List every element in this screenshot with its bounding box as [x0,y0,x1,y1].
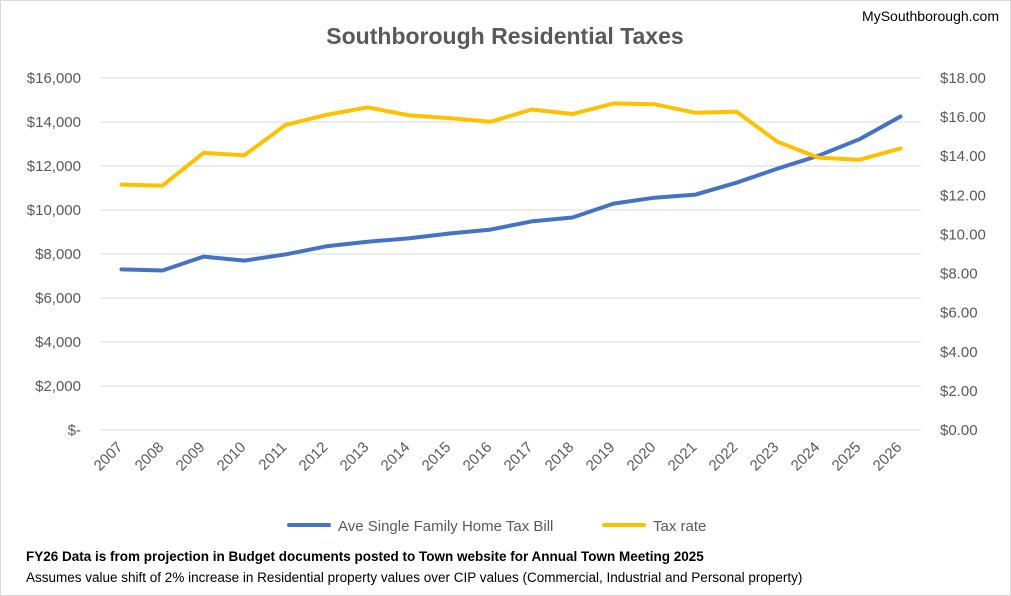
left-tick-label: $16,000 [27,70,81,87]
right-tick-label: $8.00 [940,266,978,283]
x-tick-label: 2024 [788,439,824,475]
x-tick-label: 2018 [542,439,578,475]
right-tick-label: $14.00 [940,148,986,165]
left-axis: $- $2,000 $4,000 $6,000 $8,000 $10,000 $12,000… [27,70,81,439]
x-tick-label: 2021 [665,439,701,475]
x-tick-label: 2013 [337,439,373,475]
left-tick-label: $12,000 [27,158,81,175]
x-tick-label: 2007 [91,439,127,475]
grid-layer [101,77,921,431]
x-tick-label: 2023 [747,439,783,475]
right-tick-label: $4.00 [940,344,978,361]
left-tick-label: $4,000 [35,334,81,351]
legend-label: Ave Single Family Home Tax Bill [338,518,553,535]
x-tick-label: 2020 [624,439,660,475]
right-tick-label: $16.00 [940,109,986,126]
x-tick-label: 2008 [132,439,168,475]
right-axis: $0.00 $2.00 $4.00 $6.00 $8.00 $10.00 $12.00 $14… [940,70,986,439]
left-tick-label: $- [68,422,81,439]
x-tick-label: 2012 [296,439,332,475]
note-value-shift: Assumes value shift of 2% increase in Re… [26,570,803,585]
right-tick-label: $2.00 [940,383,978,400]
x-tick-label: 2011 [255,439,290,474]
series-layer [119,101,903,273]
x-tick-label: 2026 [870,439,906,475]
x-tick-label: 2017 [501,439,537,475]
right-tick-label: $10.00 [940,226,986,243]
left-tick-label: $8,000 [35,246,81,263]
right-tick-label: $6.00 [940,305,978,322]
series-line [119,101,903,188]
left-tick-label: $6,000 [35,290,81,307]
right-tick-label: $0.00 [940,422,978,439]
x-tick-label: 2010 [214,439,250,475]
x-tick-label: 2009 [173,439,209,475]
x-tick-label: 2016 [460,439,496,475]
x-tick-label: 2022 [706,439,742,475]
series-line [119,114,903,273]
legend: Ave Single Family Home Tax Bill Tax rate [287,518,706,535]
x-tick-label: 2014 [378,439,414,475]
chart-title: Southborough Residential Taxes [326,23,683,49]
right-tick-label: $18.00 [940,70,986,87]
x-axis: 2007 2008 2009 2010 2011 2012 2013 2014 2015 2016… [91,429,921,475]
x-tick-label: 2019 [583,439,619,475]
legend-label: Tax rate [653,518,706,535]
watermark: MySouthborough.com [862,8,999,24]
left-tick-label: $14,000 [27,114,81,131]
note-fy26-data: FY26 Data is from projection in Budget d… [26,549,704,564]
right-tick-label: $12.00 [940,187,986,204]
left-tick-label: $10,000 [27,202,81,219]
x-tick-label: 2025 [829,439,865,475]
left-tick-label: $2,000 [35,378,81,395]
x-tick-label: 2015 [419,439,455,475]
